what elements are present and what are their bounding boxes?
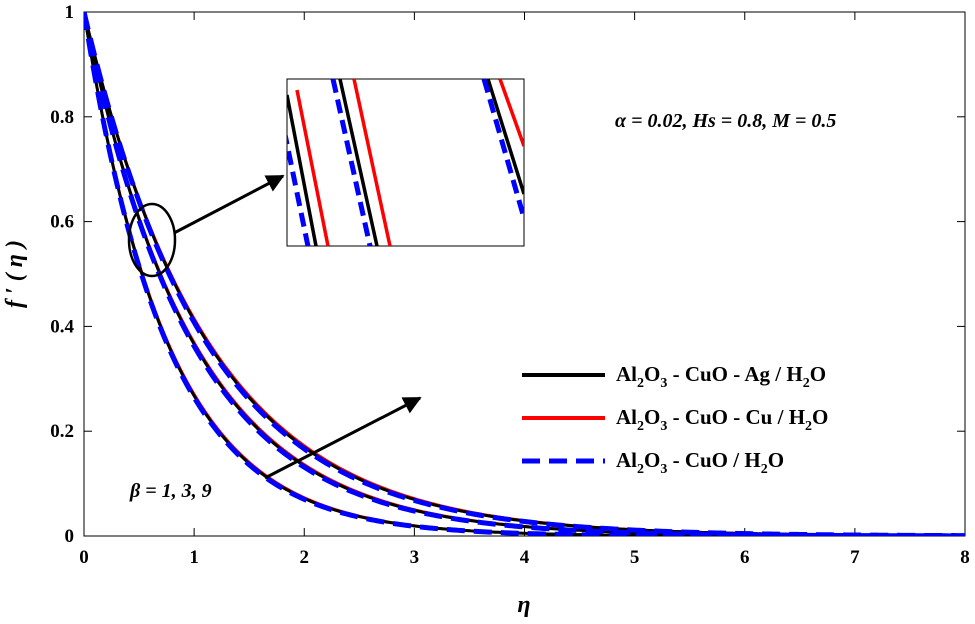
curve-group (84, 12, 965, 536)
y-tick-label: 0.4 (50, 316, 74, 337)
y-tick-label: 1 (65, 2, 75, 23)
x-tick-label: 2 (300, 547, 310, 568)
y-tick-label: 0.2 (50, 421, 74, 442)
inset-segment (352, 79, 392, 246)
inset-lines (287, 79, 524, 246)
x-tick-label: 8 (960, 547, 970, 568)
parameter-annotation: α = 0.02, Hs = 0.8, M = 0.5 (615, 110, 836, 132)
legend-label: Al2O3 - CuO - Ag / H2O (616, 362, 826, 391)
zoom-ellipse (127, 202, 177, 278)
inset-segment (486, 79, 524, 195)
inset-segment (498, 79, 524, 147)
y-tick-label: 0.6 (50, 212, 74, 233)
inset-segment (287, 94, 318, 246)
x-tick-label: 5 (630, 547, 640, 568)
inset-segment (330, 79, 373, 246)
x-tick-label: 3 (410, 547, 420, 568)
inset-frame (286, 78, 525, 247)
inset-segment (338, 79, 379, 246)
x-tick-label: 7 (850, 547, 860, 568)
inset-segment (295, 89, 330, 246)
y-tick-label: 0.8 (50, 107, 74, 128)
y-axis-label: f ′ ( η ) (2, 240, 28, 308)
x-tick-label: 6 (740, 547, 750, 568)
legend-label: Al2O3 - CuO / H2O (616, 448, 784, 477)
x-tick-label: 4 (520, 547, 530, 568)
series-line-cuo-beta-1 (84, 12, 965, 536)
axis-ticks: 0 1 2 3 4 5 6 7 8 0 0.2 0.4 0.6 0.8 1 (50, 2, 970, 568)
inset-segment (481, 79, 524, 219)
x-tick-label: 1 (189, 547, 199, 568)
x-tick-label: 0 (79, 547, 89, 568)
zoom-arrow (173, 174, 285, 235)
legend-label: Al2O3 - CuO - Cu / H2O (616, 405, 828, 434)
inset-segment (287, 131, 311, 246)
y-tick-label: 0 (65, 526, 75, 547)
x-axis-label: η (517, 592, 530, 618)
series-line-cuo-beta-9 (84, 12, 965, 536)
beta-arrow (264, 396, 422, 480)
beta-annotation: β = 1, 3, 9 (129, 480, 212, 502)
legend: Al2O3 - CuO - Ag / H2O Al2O3 - CuO - Cu /… (522, 362, 828, 477)
